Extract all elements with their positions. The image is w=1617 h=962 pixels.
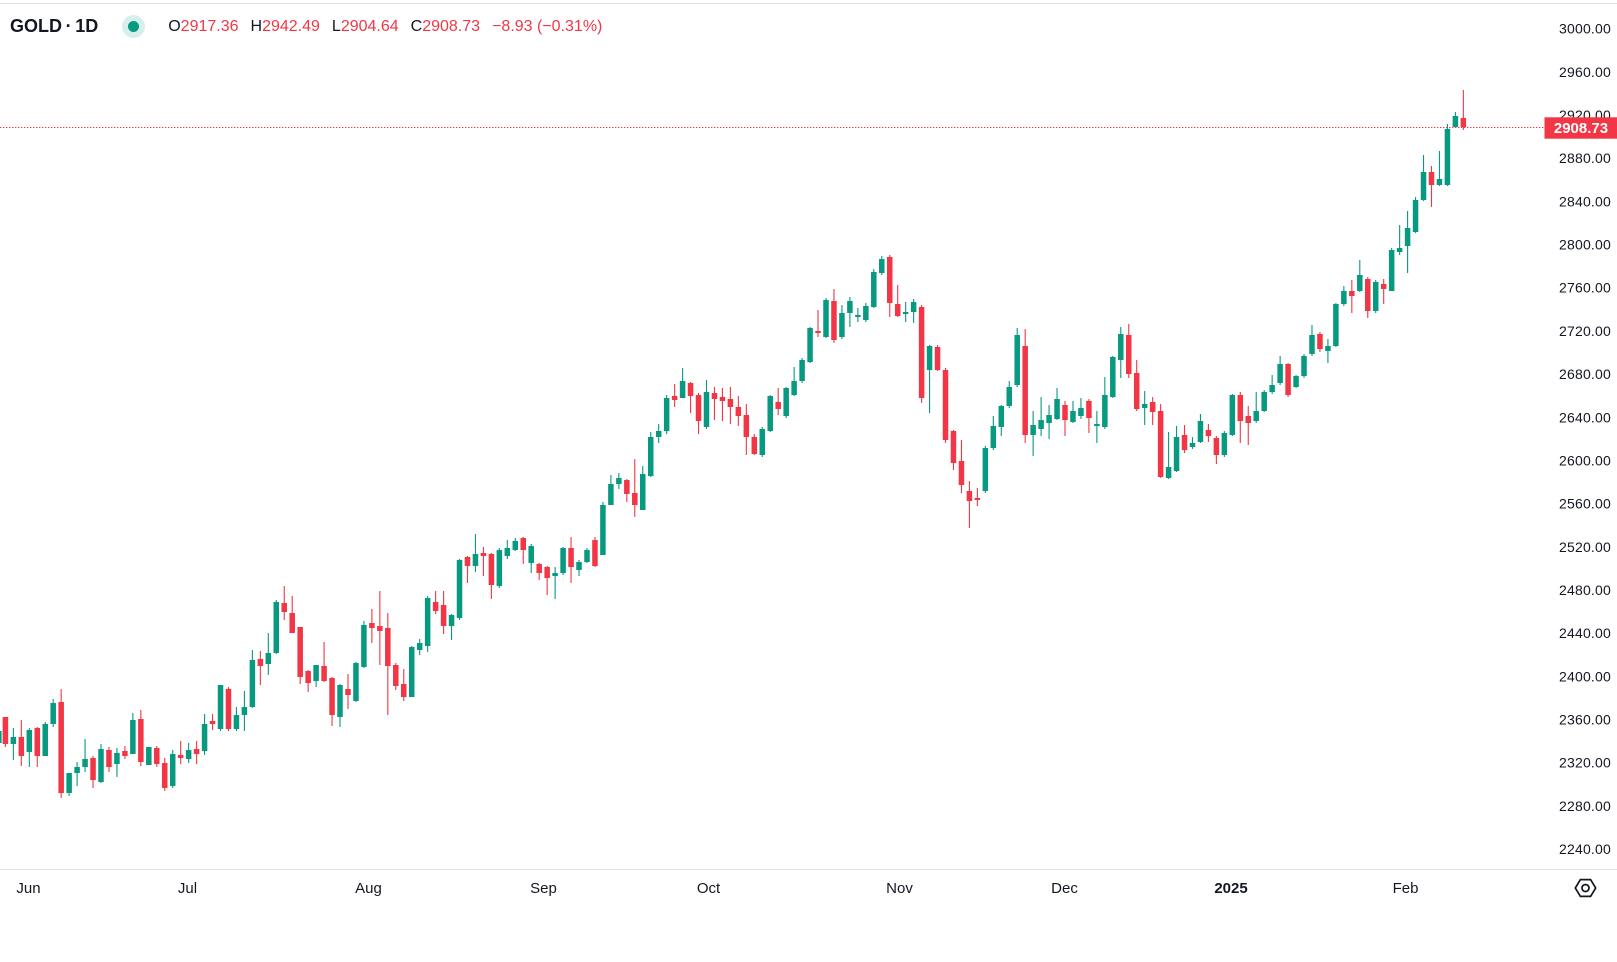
svg-text:Nov: Nov — [886, 880, 913, 897]
svg-text:2320.00: 2320.00 — [1559, 755, 1611, 771]
svg-text:2560.00: 2560.00 — [1559, 496, 1611, 512]
svg-text:Feb: Feb — [1393, 880, 1419, 897]
svg-text:2440.00: 2440.00 — [1559, 625, 1611, 641]
svg-text:Jul: Jul — [178, 880, 197, 897]
svg-text:2400.00: 2400.00 — [1559, 668, 1611, 684]
svg-text:Jun: Jun — [16, 880, 40, 897]
svg-text:2880.00: 2880.00 — [1559, 150, 1611, 166]
svg-text:2025: 2025 — [1214, 880, 1247, 897]
svg-text:2240.00: 2240.00 — [1559, 841, 1611, 857]
svg-text:3000.00: 3000.00 — [1559, 21, 1611, 37]
svg-text:2640.00: 2640.00 — [1559, 409, 1611, 425]
svg-text:2600.00: 2600.00 — [1559, 452, 1611, 468]
svg-text:2280.00: 2280.00 — [1559, 798, 1611, 814]
svg-text:2520.00: 2520.00 — [1559, 539, 1611, 555]
svg-text:2720.00: 2720.00 — [1559, 323, 1611, 339]
svg-text:Dec: Dec — [1051, 880, 1078, 897]
svg-text:2760.00: 2760.00 — [1559, 280, 1611, 296]
svg-text:Oct: Oct — [697, 880, 721, 897]
svg-text:2680.00: 2680.00 — [1559, 366, 1611, 382]
svg-text:2960.00: 2960.00 — [1559, 64, 1611, 80]
svg-text:Aug: Aug — [355, 880, 382, 897]
svg-text:2908.73: 2908.73 — [1554, 120, 1608, 137]
svg-text:2360.00: 2360.00 — [1559, 712, 1611, 728]
svg-text:Sep: Sep — [530, 880, 557, 897]
svg-text:2800.00: 2800.00 — [1559, 237, 1611, 253]
svg-text:2480.00: 2480.00 — [1559, 582, 1611, 598]
svg-text:2840.00: 2840.00 — [1559, 193, 1611, 209]
